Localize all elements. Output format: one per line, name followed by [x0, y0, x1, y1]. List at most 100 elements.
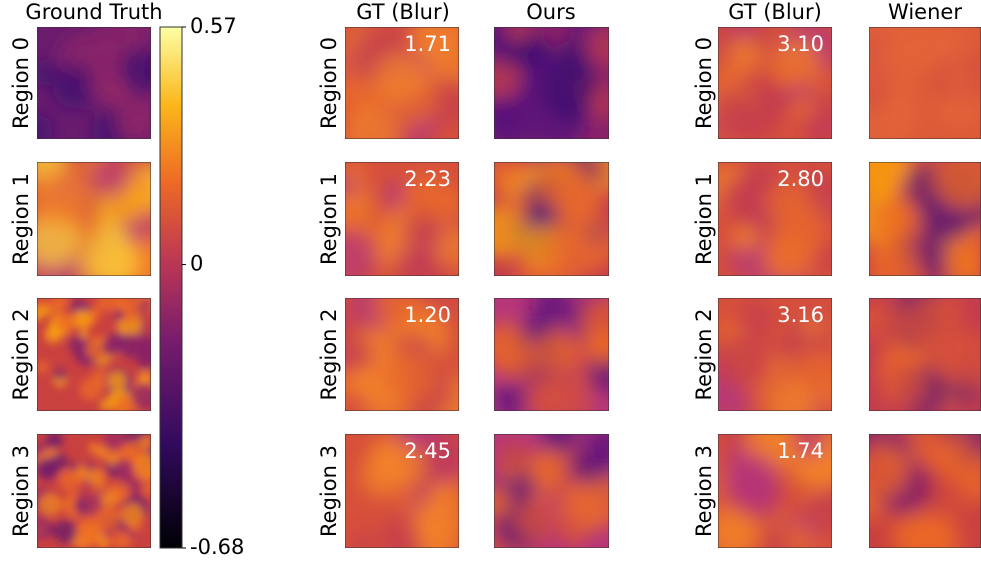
- blob: [96, 298, 121, 312]
- blob: [935, 298, 965, 321]
- blob: [52, 64, 98, 109]
- blob: [732, 27, 755, 41]
- heatmap: [718, 298, 832, 411]
- blob: [588, 91, 609, 118]
- blob: [587, 329, 609, 365]
- heatmap: [718, 434, 832, 548]
- blob: [532, 298, 571, 323]
- heatmap-texture: [869, 298, 981, 411]
- heatmap: [718, 162, 832, 276]
- blob: [872, 198, 923, 249]
- column-title: GT (Blur): [356, 0, 450, 24]
- blob: [138, 371, 151, 384]
- heatmap-texture: [345, 298, 459, 411]
- blob: [808, 487, 832, 532]
- heatmap: [37, 162, 151, 276]
- blob: [115, 113, 140, 138]
- column-title: Wiener: [888, 0, 962, 24]
- heatmap: [37, 434, 151, 548]
- blob: [79, 328, 89, 339]
- heatmap-texture: [869, 27, 981, 139]
- row-label: Region 2: [9, 309, 33, 401]
- heatmap: [869, 27, 981, 139]
- blob: [382, 350, 437, 404]
- blob: [37, 167, 90, 228]
- blob: [100, 490, 118, 508]
- heatmap-texture: [345, 27, 459, 139]
- blob: [869, 449, 894, 494]
- blob: [775, 61, 804, 89]
- blob: [349, 531, 374, 548]
- row-label: Region 3: [317, 445, 341, 537]
- blob: [80, 233, 138, 276]
- blob: [78, 500, 89, 511]
- row-label: Region 1: [692, 173, 716, 265]
- blob: [764, 178, 811, 225]
- heatmap: [494, 162, 609, 276]
- blob: [76, 216, 102, 243]
- blob: [101, 337, 121, 357]
- blob: [37, 360, 49, 374]
- blob: [916, 517, 947, 548]
- blob: [113, 395, 136, 411]
- row-label: Region 1: [9, 173, 33, 265]
- blob: [795, 434, 825, 457]
- blob: [494, 55, 522, 99]
- blob: [939, 491, 968, 520]
- heatmap: [869, 162, 981, 276]
- row-label: Region 2: [317, 309, 341, 401]
- heatmap: [37, 298, 151, 411]
- blob: [494, 204, 530, 260]
- blob: [120, 503, 144, 527]
- heatmap-texture: [37, 298, 151, 411]
- blob: [967, 434, 981, 455]
- heatmap: [345, 162, 459, 276]
- blob: [881, 88, 922, 129]
- blob: [37, 458, 57, 479]
- blob: [718, 510, 758, 548]
- blob: [718, 91, 757, 134]
- blob: [123, 27, 151, 51]
- blob: [590, 162, 609, 180]
- blob: [88, 305, 102, 319]
- blob: [37, 298, 49, 309]
- blob: [53, 519, 78, 544]
- heatmap-texture: [494, 434, 609, 548]
- blob: [736, 298, 775, 338]
- blob: [782, 523, 815, 548]
- score: 1.74: [777, 439, 824, 463]
- blob: [718, 334, 771, 390]
- blob: [789, 94, 817, 121]
- blob: [937, 103, 960, 126]
- blob: [140, 299, 151, 310]
- blob: [591, 305, 609, 337]
- blob: [380, 441, 427, 488]
- blob: [527, 448, 567, 488]
- blob: [55, 313, 76, 334]
- blob: [37, 515, 52, 541]
- blob: [965, 51, 981, 78]
- blob: [53, 367, 67, 381]
- heatmap-texture: [37, 27, 151, 139]
- blob: [79, 378, 102, 401]
- blob: [131, 383, 151, 410]
- blob: [345, 229, 377, 276]
- heatmap: [494, 298, 609, 411]
- heatmap: [869, 298, 981, 411]
- blob: [584, 434, 609, 470]
- heatmap-texture: [345, 162, 459, 276]
- row-label: Region 0: [317, 37, 341, 129]
- row-label: Region 0: [692, 37, 716, 129]
- score: 2.80: [777, 167, 824, 191]
- heatmap-texture: [718, 27, 832, 139]
- row-label: Region 0: [9, 37, 33, 129]
- blob: [113, 309, 125, 322]
- blob: [133, 453, 151, 481]
- blob: [801, 316, 822, 337]
- blob: [403, 213, 441, 251]
- blob: [543, 63, 601, 121]
- blob: [72, 309, 92, 329]
- heatmap-texture: [718, 162, 832, 276]
- blob: [45, 434, 64, 449]
